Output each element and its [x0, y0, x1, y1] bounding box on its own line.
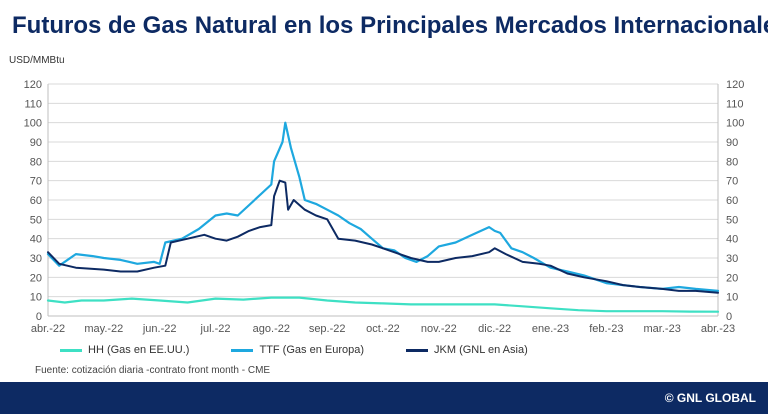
footer-bar: © GNL GLOBAL [0, 382, 768, 414]
x-tick-label: sep.-22 [309, 323, 346, 335]
x-tick-label: nov.-22 [421, 323, 457, 335]
y-tick-label-left: 110 [24, 98, 42, 110]
legend-item-jkm: JKM (GNL en Asia) [406, 343, 528, 357]
y-tick-label-right: 80 [726, 156, 738, 168]
legend-swatch-jkm [406, 348, 429, 352]
legend-item-ttf: TTF (Gas en Europa) [231, 343, 364, 357]
y-tick-label-left: 90 [30, 137, 42, 149]
line-chart: 0 0 10 10 20 20 30 30 40 40 50 50 60 60 70 70 80 80 90 90 10… [24, 79, 745, 335]
y-tick-label-left: 30 [30, 253, 42, 265]
y-tick-label-left: 120 [24, 79, 42, 91]
x-tick-label: feb.-23 [589, 323, 623, 335]
x-tick-label: jul.-22 [200, 323, 231, 335]
legend-label-hh: HH (Gas en EE.UU.) [88, 344, 190, 356]
x-tick-label: ene.-23 [532, 323, 569, 335]
y-tick-label-left: 50 [30, 214, 42, 226]
x-tick-label: may.-22 [84, 323, 123, 335]
unit-label: USD/MMBtu [9, 55, 65, 66]
source-note: Fuente: cotización diaria -contrato fron… [35, 365, 271, 376]
y-tick-label-right: 60 [726, 195, 738, 207]
legend-label-ttf: TTF (Gas en Europa) [259, 344, 365, 356]
legend: HH (Gas en EE.UU.) TTF (Gas en Europa) J… [60, 343, 528, 357]
y-tick-label-right: 110 [726, 98, 744, 110]
series-line-hh [46, 296, 720, 313]
x-tick-label: oct.-22 [366, 323, 400, 335]
y-tick-label-right: 90 [726, 137, 738, 149]
y-tick-label-right: 50 [726, 214, 738, 226]
legend-swatch-ttf [231, 348, 254, 352]
x-tick-label: abr.-23 [701, 323, 735, 335]
chart-title: Futuros de Gas Natural en los Principale… [12, 12, 768, 39]
y-tick-label-right: 10 [726, 292, 738, 304]
x-tick-label: abr.-22 [31, 323, 65, 335]
y-tick-label-left: 10 [30, 292, 42, 304]
x-tick-label: mar.-23 [644, 323, 681, 335]
y-tick-label-left: 80 [30, 156, 42, 168]
y-tick-label-left: 0 [36, 311, 42, 323]
y-tick-label-right: 70 [726, 176, 738, 188]
legend-label-jkm: JKM (GNL en Asia) [434, 344, 528, 356]
y-tick-label-left: 60 [30, 195, 42, 207]
legend-item-hh: HH (Gas en EE.UU.) [60, 343, 189, 357]
y-tick-label-right: 30 [726, 253, 738, 265]
y-tick-label-left: 100 [24, 118, 42, 130]
series-line-jkm [47, 179, 719, 294]
y-tick-label-right: 120 [726, 79, 744, 91]
y-tick-label-right: 100 [726, 118, 744, 130]
y-tick-label-left: 40 [30, 234, 42, 246]
x-tick-label: dic.-22 [478, 323, 511, 335]
y-tick-label-left: 70 [30, 176, 42, 188]
y-tick-label-right: 0 [726, 311, 732, 323]
x-tick-label: ago.-22 [253, 323, 290, 335]
legend-swatch-hh [60, 348, 82, 352]
y-tick-label-left: 20 [30, 272, 42, 284]
x-tick-label: jun.-22 [142, 323, 177, 335]
footer-brand: © GNL GLOBAL [664, 391, 756, 405]
series-line-ttf [46, 121, 720, 292]
y-tick-label-right: 40 [726, 234, 738, 246]
y-tick-label-right: 20 [726, 272, 738, 284]
